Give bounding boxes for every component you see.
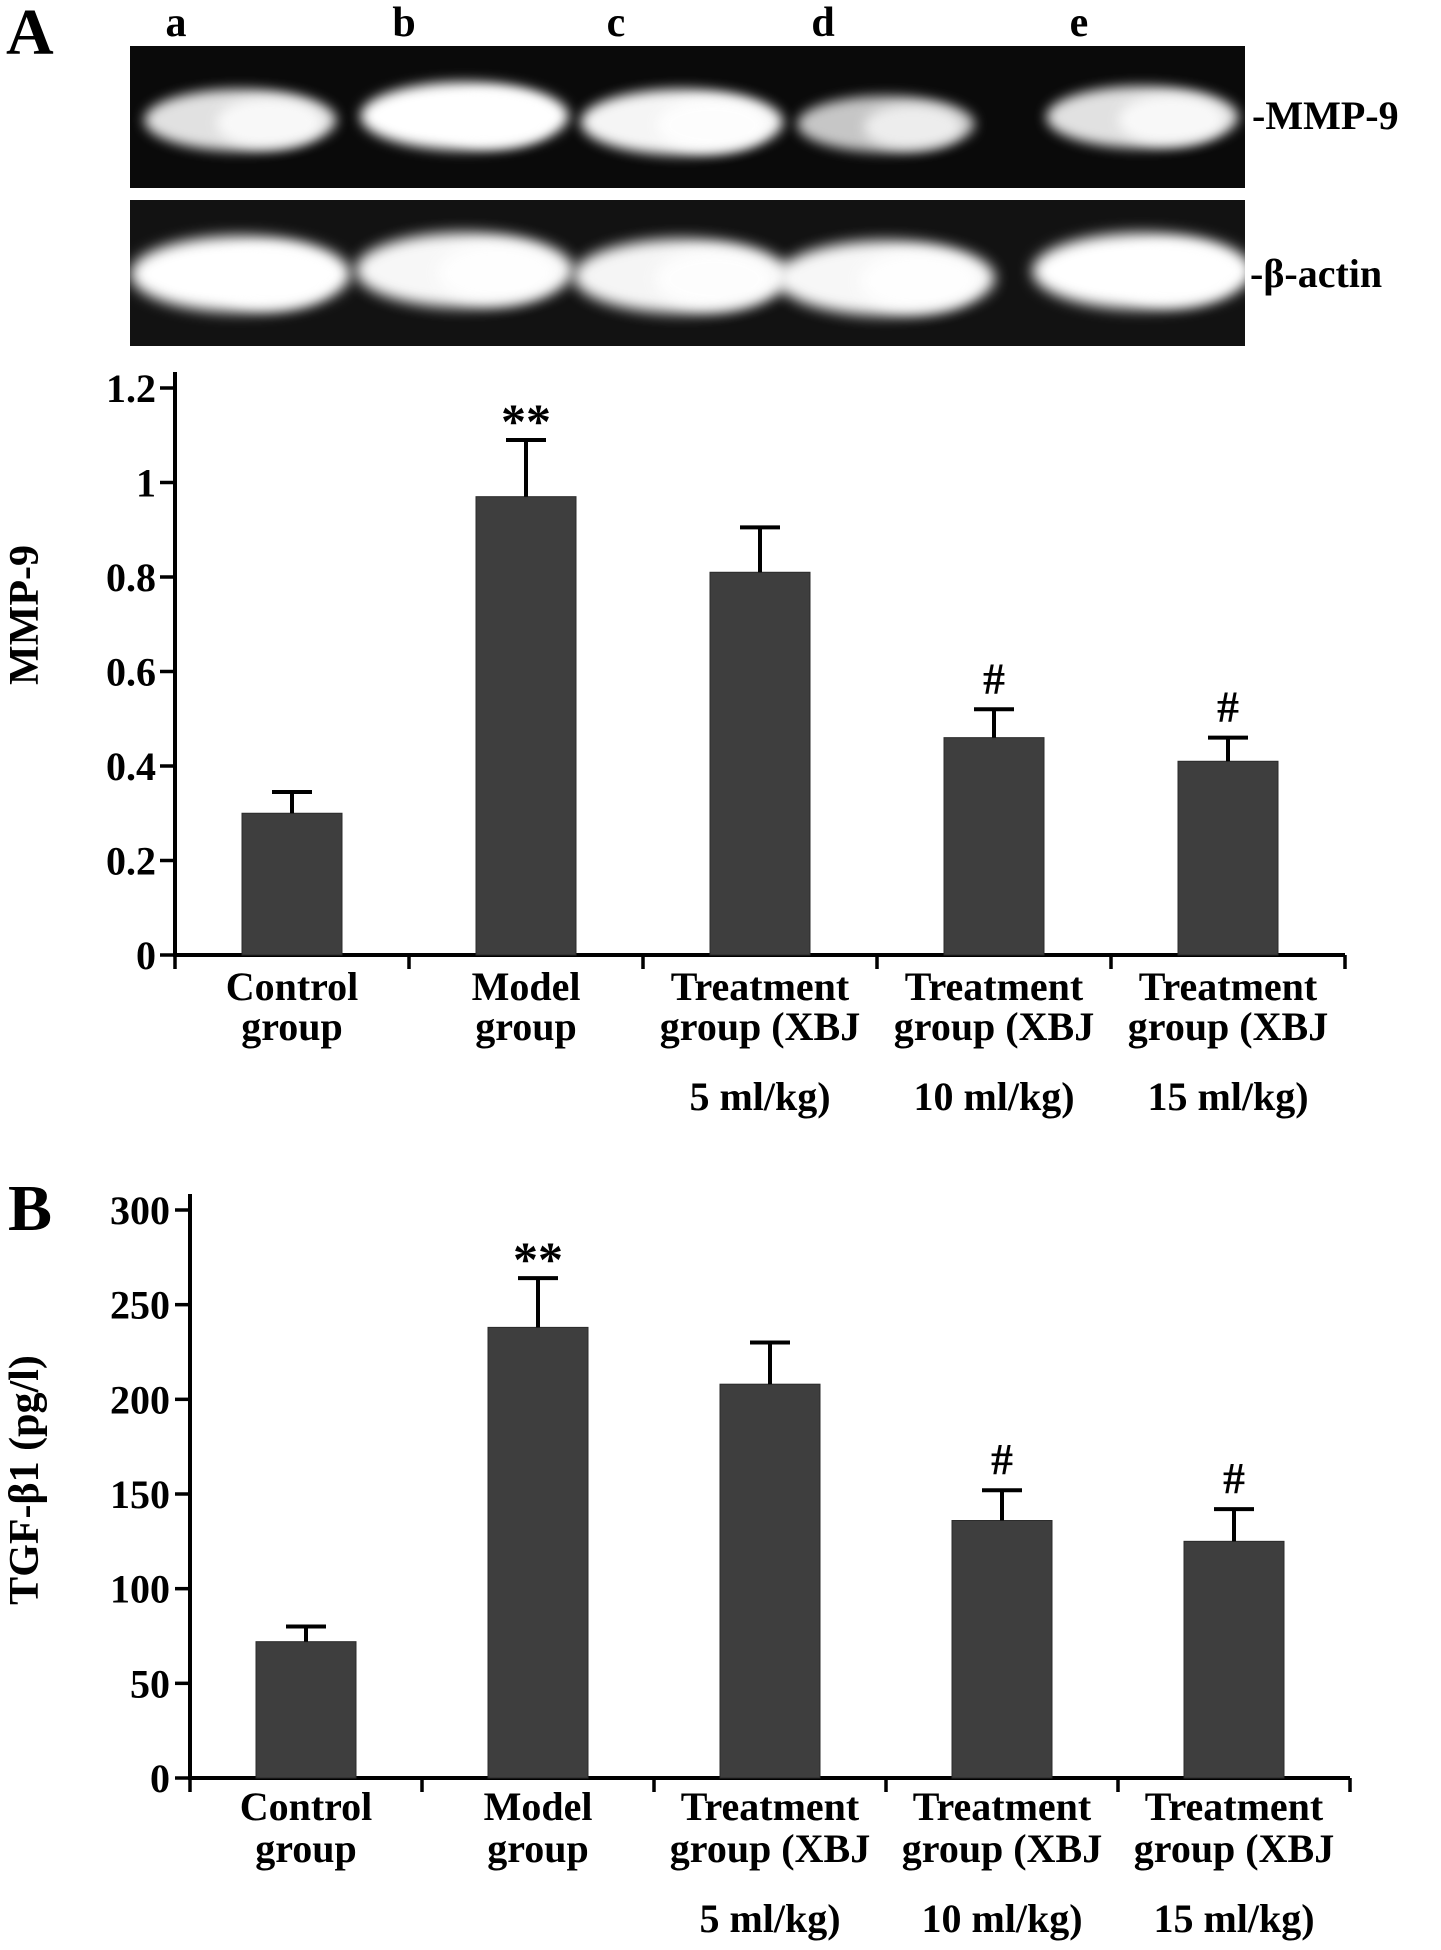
category-label: group (XBJ <box>894 1004 1094 1049</box>
lane-label-c: c <box>606 0 626 46</box>
y-tick-label: 0.2 <box>106 839 156 884</box>
y-tick-label: 0.6 <box>106 650 156 695</box>
bar <box>1177 760 1279 956</box>
blot-band-highlight <box>1118 95 1225 145</box>
y-tick-label: 0 <box>150 1756 170 1801</box>
category-label: 15 ml/kg) <box>1153 1896 1314 1941</box>
category-label: group <box>255 1826 357 1871</box>
bar-chart-mmp9: 00.20.40.60.811.2Controlgroup**Modelgrou… <box>2 366 1347 1119</box>
significance-marker: # <box>983 654 1005 703</box>
category-label: 10 ml/kg) <box>921 1896 1082 1941</box>
category-label: Treatment <box>1139 964 1318 1009</box>
category-label: group (XBJ <box>1134 1826 1334 1871</box>
category-label: 10 ml/kg) <box>913 1074 1074 1119</box>
significance-marker: # <box>1217 683 1239 732</box>
y-tick-label: 100 <box>110 1567 170 1612</box>
bar-chart-tgfb1: 050100150200250300Controlgroup**Modelgro… <box>2 1188 1352 1941</box>
bar <box>709 571 811 956</box>
y-tick-label: 250 <box>110 1283 170 1328</box>
category-label: group (XBJ <box>1128 1004 1328 1049</box>
y-axis-title: MMP-9 <box>2 545 48 685</box>
lane-label-e: e <box>1069 0 1089 46</box>
category-label: Control <box>240 1784 373 1829</box>
category-label: Treatment <box>913 1784 1092 1829</box>
bar <box>475 496 577 956</box>
bar <box>241 812 343 956</box>
blot-row-1 <box>130 200 1245 346</box>
bar <box>255 1641 357 1779</box>
blot-band-highlight <box>216 98 323 148</box>
y-tick-label: 300 <box>110 1188 170 1233</box>
blot-band-highlight <box>656 98 768 152</box>
y-ticks: 0 0.2 0.4 0.6 0.8 1 1.2 <box>106 366 175 978</box>
significance-marker: # <box>991 1435 1013 1484</box>
x-ticks <box>188 1778 1352 1792</box>
western-blot-image <box>130 46 1245 346</box>
category-label: Treatment <box>1145 1784 1324 1829</box>
bar <box>951 1520 1053 1779</box>
significance-marker: # <box>1223 1454 1245 1503</box>
category-label: group <box>475 1004 577 1049</box>
category-label: group (XBJ <box>660 1004 860 1049</box>
blot-row-0 <box>130 46 1245 188</box>
bar <box>943 737 1045 956</box>
category-label: 15 ml/kg) <box>1147 1074 1308 1119</box>
category-label: Model <box>472 964 581 1009</box>
y-tick-label: 200 <box>110 1377 170 1422</box>
y-ticks: 0 50 100 150 200 250 300 <box>110 1188 190 1801</box>
category-label: group (XBJ <box>670 1826 870 1871</box>
panel-b-label: B <box>8 1172 53 1245</box>
significance-marker: ** <box>513 1231 563 1287</box>
significance-marker: ** <box>501 393 551 449</box>
y-tick-label: 0.4 <box>106 744 156 789</box>
lane-label-d: d <box>811 0 835 46</box>
y-axis-title: TGF-β1 (pg/l) <box>2 1355 48 1605</box>
category-label: group (XBJ <box>902 1826 1102 1871</box>
category-label: Treatment <box>671 964 850 1009</box>
y-tick-label: 150 <box>110 1472 170 1517</box>
bar <box>719 1383 821 1779</box>
category-label: group <box>487 1826 589 1871</box>
y-tick-label: 1.2 <box>106 366 156 411</box>
y-tick-label: 1 <box>136 461 156 506</box>
blot-band-highlight <box>1114 243 1236 305</box>
panel-a-label: A <box>6 0 54 69</box>
lane-label-b: b <box>392 0 416 46</box>
blot-band-label-mmp9: -MMP-9 <box>1252 93 1399 138</box>
blot-band-highlight <box>437 243 558 303</box>
category-label: Treatment <box>905 964 1084 1009</box>
blot-band-highlight <box>654 249 775 309</box>
blot-band-highlight <box>858 251 979 311</box>
lane-label-a: a <box>165 0 187 46</box>
y-tick-label: 0 <box>136 933 156 978</box>
category-label: 5 ml/kg) <box>699 1896 840 1941</box>
bar <box>1183 1540 1285 1779</box>
y-tick-label: 0.8 <box>106 555 156 600</box>
y-tick-label: 50 <box>130 1661 170 1706</box>
blot-band-label-beta-actin: -β-actin <box>1250 251 1383 296</box>
blot-band-highlight <box>212 246 334 308</box>
bar <box>487 1326 589 1779</box>
category-label: Model <box>484 1784 593 1829</box>
x-ticks <box>173 955 1347 969</box>
category-label: group <box>241 1004 343 1049</box>
category-label: 5 ml/kg) <box>689 1074 830 1119</box>
category-label: Control <box>226 964 359 1009</box>
blot-band-highlight <box>863 104 962 150</box>
category-label: Treatment <box>681 1784 860 1829</box>
blot-band-highlight <box>438 91 553 147</box>
